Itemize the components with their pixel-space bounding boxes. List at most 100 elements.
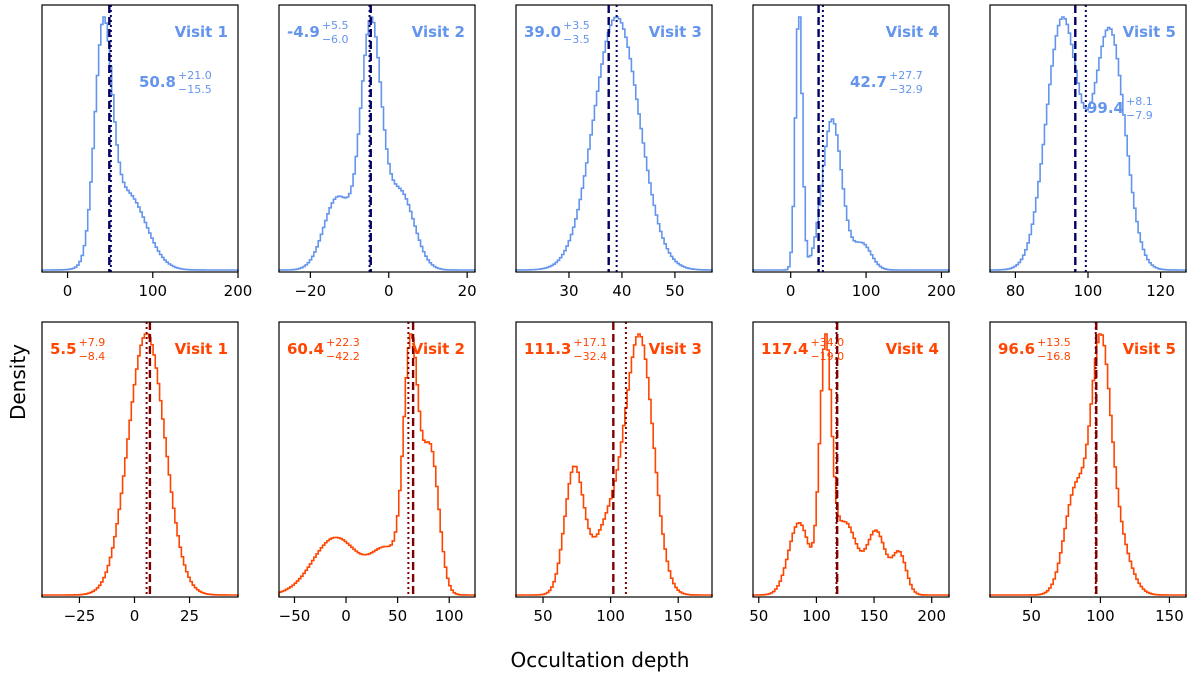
panel-bottom-2: −50 0 50 100 Visit 2 60.4 +22.3−42.2 (278, 321, 476, 625)
estimate-lower-error: −19.0 (810, 350, 844, 363)
x-tick-label: 0 (341, 607, 351, 625)
x-tick-label: 30 (559, 282, 578, 300)
estimate-lower-error: −3.5 (563, 33, 590, 46)
x-tick-label: 150 (664, 607, 693, 625)
estimate-upper-error: +22.3 (326, 336, 360, 349)
axes-frame (752, 321, 950, 598)
histogram-step (278, 16, 476, 272)
x-tick-label: 20 (458, 282, 477, 300)
estimate-lower-error: −16.8 (1037, 350, 1071, 363)
x-tick-label: 100 (852, 282, 881, 300)
histogram-step (278, 333, 476, 597)
estimate-lower-error: −7.9 (1126, 109, 1153, 122)
estimate-upper-error: +27.7 (889, 69, 923, 82)
x-tick-label: 25 (180, 607, 199, 625)
panel-top-4: 0 100 200 Visit 4 42.7 +27.7−32.9 (752, 4, 956, 300)
panel-top-5: 80 100 120 Visit 5 99.4 +8.1−7.9 (989, 4, 1187, 300)
x-tick-label: 100 (596, 607, 625, 625)
axes-frame (989, 321, 1187, 598)
axes-frame (278, 4, 476, 273)
estimate-upper-error: +8.1 (1126, 95, 1153, 108)
estimate-lower-error: −8.4 (79, 350, 106, 363)
histogram-step (41, 16, 239, 272)
visit-title: Visit 4 (886, 340, 939, 358)
axes-frame (989, 4, 1187, 273)
x-tick-label: 50 (665, 282, 684, 300)
estimate-upper-error: +5.5 (322, 19, 349, 32)
x-tick-label: 150 (860, 607, 889, 625)
y-axis-label: Density (6, 343, 30, 421)
estimate-value: 42.7 (850, 73, 887, 91)
x-tick-label: 100 (435, 607, 464, 625)
panel-bottom-5: 50 100 150 Visit 5 96.6 +13.5−16.8 (989, 321, 1187, 625)
visit-title: Visit 2 (412, 23, 465, 41)
x-tick-label: 0 (384, 282, 394, 300)
estimate-lower-error: −6.0 (322, 33, 349, 46)
visit-title: Visit 1 (175, 23, 228, 41)
estimate-value: 39.0 (524, 23, 561, 41)
estimate-value: 99.4 (1087, 99, 1124, 117)
x-tick-label: 50 (388, 607, 407, 625)
panel-bottom-4: 50 100 150 200 Visit 4 117.4 +34.0−19.0 (749, 321, 950, 625)
axes-frame (278, 321, 476, 598)
visit-title: Visit 1 (175, 340, 228, 358)
estimate-value: 50.8 (139, 73, 176, 91)
estimate-value: 5.5 (50, 340, 77, 358)
histogram-step (752, 16, 950, 272)
histogram-step (989, 333, 1187, 597)
estimate-value: 117.4 (761, 340, 808, 358)
x-tick-label: 100 (138, 282, 167, 300)
panel-top-2: −20 0 20 Visit 2 -4.9 +5.5−6.0 (278, 4, 477, 300)
x-tick-label: 50 (749, 607, 768, 625)
estimate-upper-error: +17.1 (573, 336, 607, 349)
estimate-value: 96.6 (998, 340, 1035, 358)
x-tick-label: 100 (802, 607, 831, 625)
x-tick-label: 0 (786, 282, 796, 300)
axes-frame (752, 4, 950, 273)
axes-frame (41, 4, 239, 273)
estimate-upper-error: +34.0 (810, 336, 844, 349)
x-tick-label: 100 (1086, 607, 1115, 625)
x-tick-label: −50 (279, 607, 311, 625)
estimate-lower-error: −32.9 (889, 83, 923, 96)
estimate-upper-error: +3.5 (563, 19, 590, 32)
x-tick-label: 0 (130, 607, 140, 625)
x-tick-label: 80 (1006, 282, 1025, 300)
estimate-lower-error: −32.4 (573, 350, 607, 363)
visit-title: Visit 5 (1123, 23, 1176, 41)
axes-frame (515, 321, 713, 598)
panel-bottom-3: 50 100 150 Visit 3 111.3 +17.1−32.4 (515, 321, 713, 625)
visit-title: Visit 3 (649, 23, 702, 41)
histogram-step (989, 16, 1187, 272)
x-tick-label: 150 (1155, 607, 1184, 625)
x-tick-label: 40 (612, 282, 631, 300)
x-tick-label: −20 (295, 282, 327, 300)
x-tick-label: 50 (1022, 607, 1041, 625)
x-tick-label: 200 (927, 282, 956, 300)
x-tick-label: 50 (533, 607, 552, 625)
estimate-value: 111.3 (524, 340, 571, 358)
panel-bottom-1: −25 0 25 Visit 1 5.5 +7.9−8.4 (41, 321, 239, 625)
estimate-upper-error: +13.5 (1037, 336, 1071, 349)
panel-top-3: 30 40 50 Visit 3 39.0 +3.5−3.5 (515, 4, 713, 300)
x-tick-label: 0 (63, 282, 73, 300)
x-tick-label: 120 (1146, 282, 1175, 300)
histogram-step (515, 16, 713, 272)
estimate-value: -4.9 (287, 23, 320, 41)
histogram-step (752, 333, 950, 597)
estimate-lower-error: −42.2 (326, 350, 360, 363)
panel-top-1: 0 100 200 Visit 1 50.8 +21.0−15.5 (41, 4, 253, 300)
visit-title: Visit 5 (1123, 340, 1176, 358)
histogram-step (515, 333, 713, 597)
visit-title: Visit 2 (412, 340, 465, 358)
x-axis-label: Occultation depth (510, 648, 690, 672)
visit-title: Visit 3 (649, 340, 702, 358)
visit-title: Visit 4 (886, 23, 939, 41)
axes-frame (41, 321, 239, 598)
axes-frame (515, 4, 713, 273)
x-tick-label: 200 (224, 282, 253, 300)
estimate-lower-error: −15.5 (178, 83, 212, 96)
estimate-upper-error: +7.9 (79, 336, 106, 349)
x-tick-label: −25 (64, 607, 96, 625)
